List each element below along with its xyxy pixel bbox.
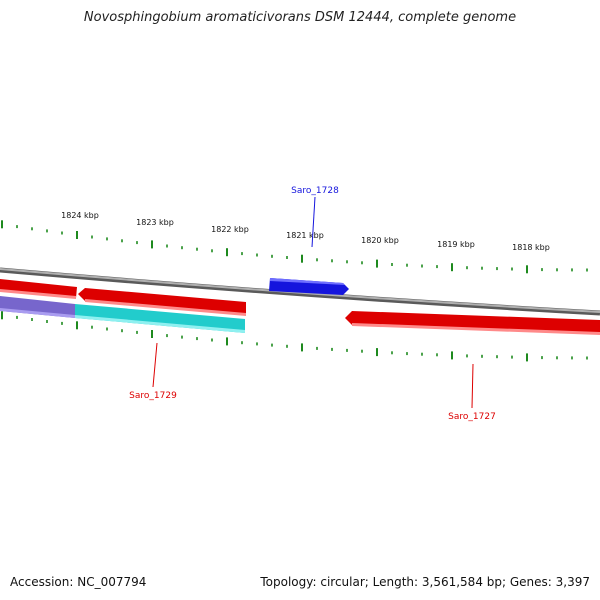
scale-label-1818: 1818 kbp — [512, 243, 550, 252]
inner-scale-ticks — [1, 311, 588, 362]
scale-label-1820: 1820 kbp — [361, 236, 399, 245]
scale-label-1824: 1824 kbp — [61, 211, 99, 220]
genome-summary-text: Topology: circular; Length: 3,561,584 bp… — [260, 575, 590, 589]
scale-labels: 1824 kbp 1823 kbp 1822 kbp 1821 kbp 1820… — [61, 211, 550, 252]
gene-saro-1727-shade — [352, 323, 600, 335]
gene-left-fragment-arrow[interactable] — [0, 279, 77, 298]
scale-label-1821: 1821 kbp — [286, 231, 324, 240]
gene-saro-1729-neighbor-arrow[interactable] — [78, 288, 246, 315]
outer-scale-ticks — [1, 220, 588, 274]
genome-backbone-highlight — [0, 268, 600, 313]
feature-saro-1729-shade — [75, 315, 245, 333]
gene-label-saro-1729[interactable]: Saro_1729 — [129, 391, 177, 401]
accession-text: Accession: NC_007794 — [10, 575, 147, 589]
genome-title: Novosphingobium aromaticivorans DSM 1244… — [83, 10, 517, 25]
gene-saro-1727-arrow[interactable] — [345, 311, 600, 334]
scale-label-1822: 1822 kbp — [211, 225, 249, 234]
gene-saro-1727-callout-line — [471, 363, 474, 409]
gene-label-saro-1728[interactable]: Saro_1728 — [291, 186, 339, 196]
scale-label-1823: 1823 kbp — [136, 218, 174, 227]
gene-saro-1729-callout-line — [152, 342, 158, 388]
gene-saro-1729-neighbor-shade — [85, 299, 246, 316]
feature-purple-shade — [0, 308, 75, 318]
gene-label-saro-1727[interactable]: Saro_1727 — [448, 412, 496, 422]
gene-saro-1728-shine — [270, 278, 345, 285]
feature-saro-1729-segment[interactable] — [75, 304, 245, 333]
scale-label-1819: 1819 kbp — [437, 240, 475, 249]
gene-left-fragment-shade — [0, 289, 76, 299]
gene-saro-1728-callout-line — [311, 196, 316, 248]
